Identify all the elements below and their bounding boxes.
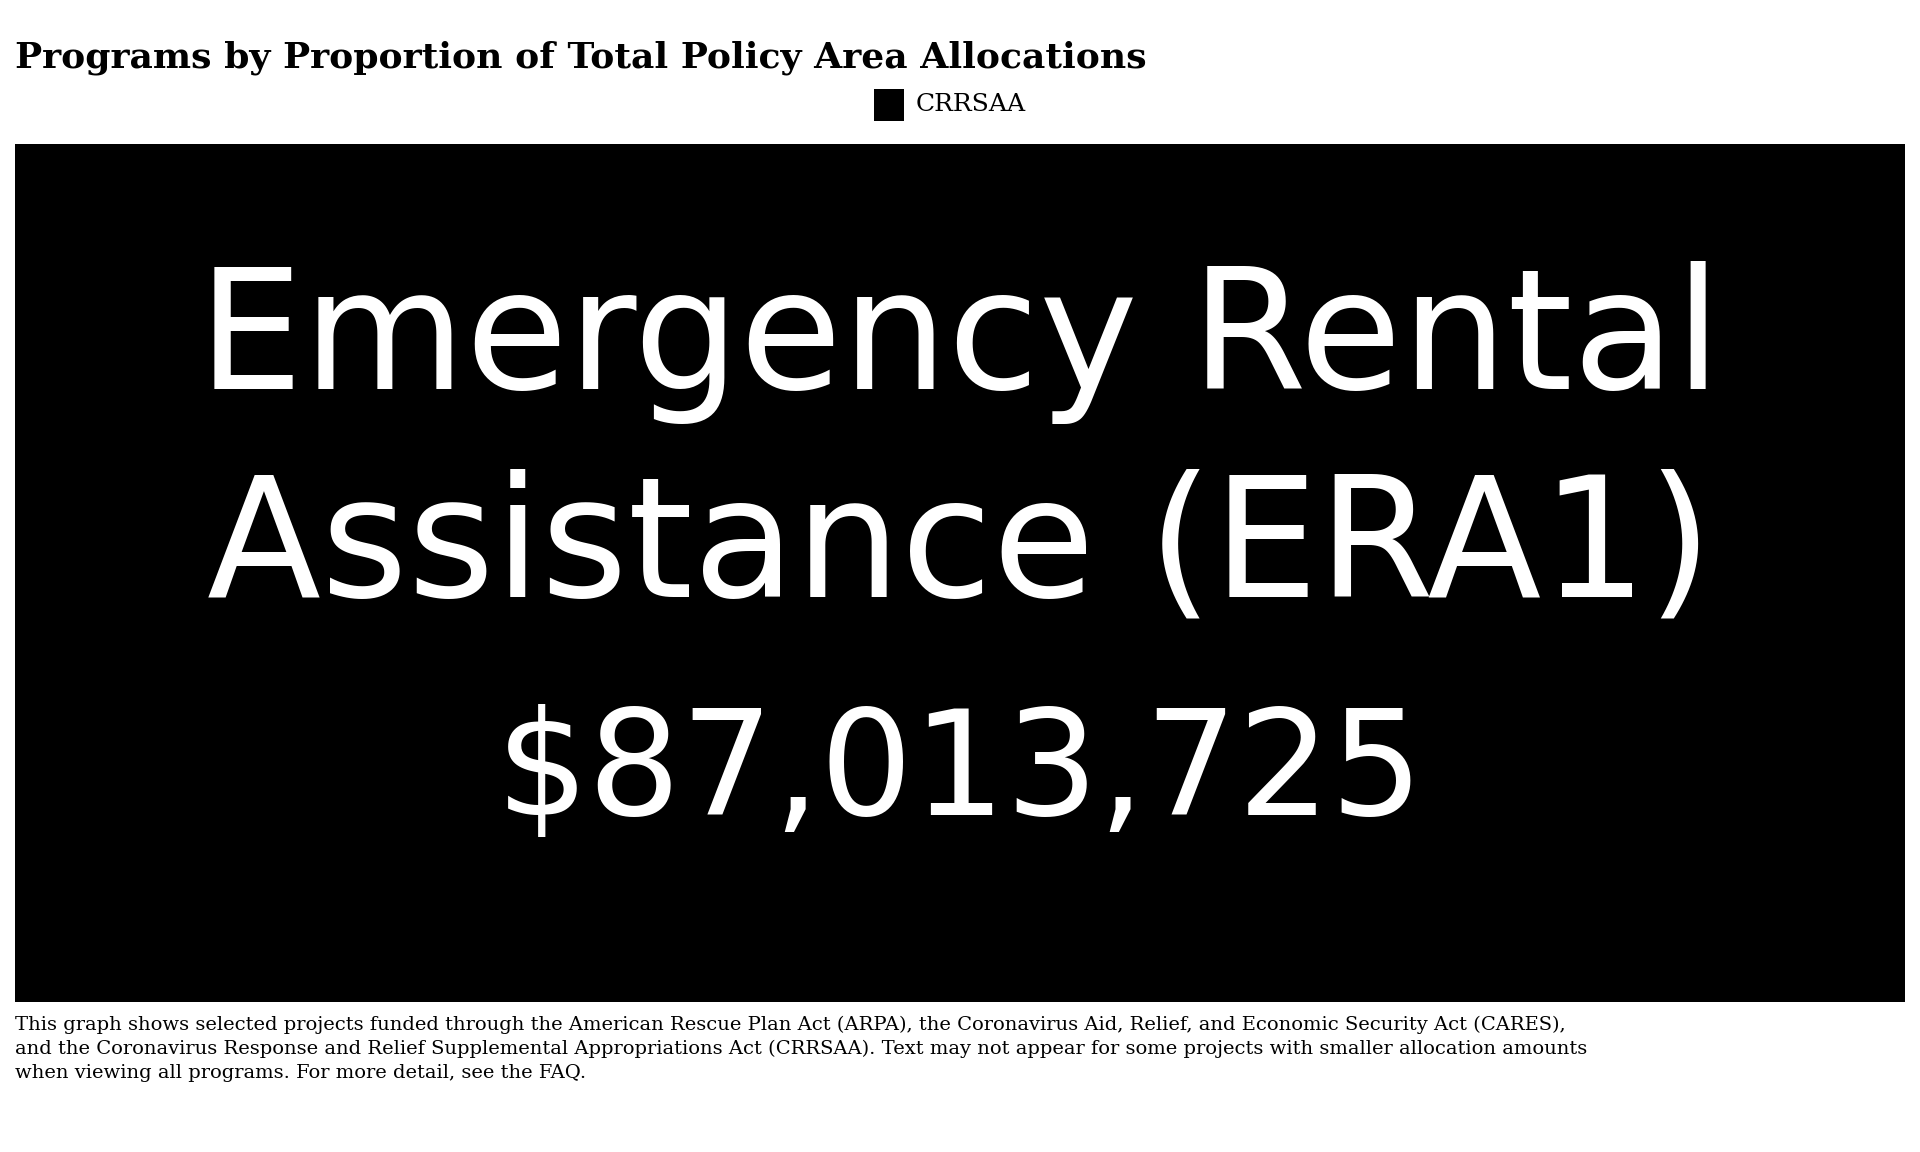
Text: $87,013,725: $87,013,725 bbox=[495, 704, 1425, 846]
Text: CRRSAA: CRRSAA bbox=[916, 93, 1025, 116]
Text: This graph shows selected projects funded through the American Rescue Plan Act (: This graph shows selected projects funde… bbox=[15, 1016, 1588, 1082]
Text: Assistance (ERA1): Assistance (ERA1) bbox=[207, 469, 1713, 631]
Bar bbox=[874, 89, 904, 121]
Bar bbox=[15, 144, 1905, 1002]
Text: Emergency Rental: Emergency Rental bbox=[198, 262, 1722, 424]
Text: Programs by Proportion of Total Policy Area Allocations: Programs by Proportion of Total Policy A… bbox=[15, 40, 1146, 75]
